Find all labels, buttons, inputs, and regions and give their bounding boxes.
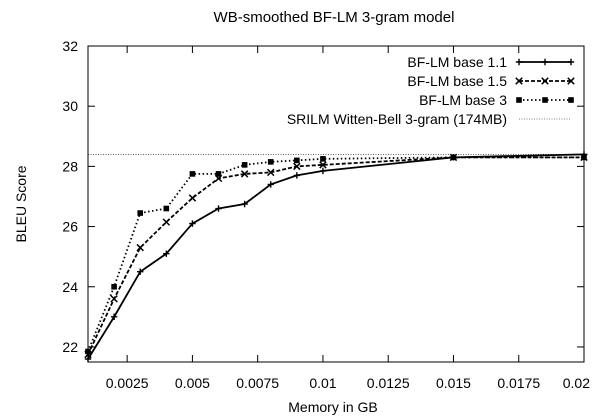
series-3-point xyxy=(581,154,587,161)
series-3-point xyxy=(320,156,326,162)
series-3-line xyxy=(87,156,584,352)
series-1-point xyxy=(84,355,92,363)
series-1-point xyxy=(110,313,118,321)
series-3-point xyxy=(450,154,457,161)
series-1-point xyxy=(215,205,222,212)
legend-marker-3 xyxy=(542,97,548,103)
x-tick-label: 0.02 xyxy=(563,375,590,391)
series-3-point xyxy=(215,171,222,177)
y-tick-label: 26 xyxy=(62,219,78,235)
series-2-point xyxy=(162,218,171,226)
x-tick-label: 0.015 xyxy=(436,375,471,391)
legend-label-1: BF-LM base 1.1 xyxy=(407,54,507,70)
y-tick-label: 28 xyxy=(62,158,78,174)
y-tick-label: 22 xyxy=(62,339,78,355)
series-2-line xyxy=(87,156,584,355)
legend-marker-2 xyxy=(515,77,523,85)
series-3-point xyxy=(85,348,91,355)
series-2-point xyxy=(240,170,249,178)
x-tick-label: 0.0125 xyxy=(367,375,410,391)
legend-marker-2 xyxy=(541,77,549,85)
y-tick-label: 24 xyxy=(62,279,78,295)
axis-ticks: 22 24 26 28 30 32 0.0025 0.005 0.0075 0.01 0.0125 0… xyxy=(62,38,590,391)
legend-label-4: SRILM Witten-Bell 3-gram (174MB) xyxy=(287,111,507,127)
series-1-point xyxy=(241,200,248,208)
series-3 xyxy=(85,154,587,355)
series-1 xyxy=(84,151,588,363)
x-axis-label: Memory in GB xyxy=(288,399,377,415)
x-tick-label: 0.01 xyxy=(309,375,336,391)
series-3-point xyxy=(111,283,117,290)
series-2-point xyxy=(293,162,301,171)
series-2-point xyxy=(110,295,118,303)
y-tick-label: 32 xyxy=(62,38,78,54)
series-2 xyxy=(84,153,588,359)
legend-marker-1 xyxy=(515,58,523,66)
legend-label-3: BF-LM base 3 xyxy=(419,92,507,108)
series-1-line xyxy=(87,153,585,360)
x-tick-label: 0.0025 xyxy=(106,375,149,391)
legend-marker-2 xyxy=(567,77,575,85)
x-tick-label: 0.0175 xyxy=(497,375,540,391)
series-3-point xyxy=(137,210,144,216)
series-3-point xyxy=(294,157,300,164)
series-2-point xyxy=(267,168,275,177)
series-2-point xyxy=(319,161,327,169)
series-3-point xyxy=(189,171,196,177)
x-tick-label: 0.005 xyxy=(175,375,210,391)
series-1-point xyxy=(293,172,301,179)
series-3-point xyxy=(267,159,274,165)
plot-frame xyxy=(87,45,585,363)
series-3-point xyxy=(241,162,248,168)
series-group xyxy=(84,151,588,363)
legend-label-2: BF-LM base 1.5 xyxy=(407,73,507,89)
legend-marker-1 xyxy=(541,58,549,66)
chart-title: WB-smoothed BF-LM 3-gram model xyxy=(214,9,455,26)
plot-border xyxy=(87,45,585,363)
series-1-point xyxy=(267,181,274,188)
series-1-point xyxy=(163,250,170,257)
legend-marker-3 xyxy=(568,97,574,103)
series-1-point xyxy=(137,268,144,275)
series-1-point xyxy=(319,167,327,175)
y-tick-label: 30 xyxy=(62,98,78,114)
series-3-point xyxy=(163,205,170,212)
series-2-point xyxy=(188,194,197,202)
legend-marker-3 xyxy=(516,97,522,103)
y-axis-label: BLEU Score xyxy=(13,165,29,242)
legend: BF-LM base 1.1 BF-LM base 1.5 BF-LM base 3… xyxy=(287,54,575,127)
series-1-point xyxy=(189,220,196,227)
series-2-point xyxy=(136,243,144,252)
x-tick-label: 0.0075 xyxy=(236,375,279,391)
legend-marker-1 xyxy=(567,58,575,66)
